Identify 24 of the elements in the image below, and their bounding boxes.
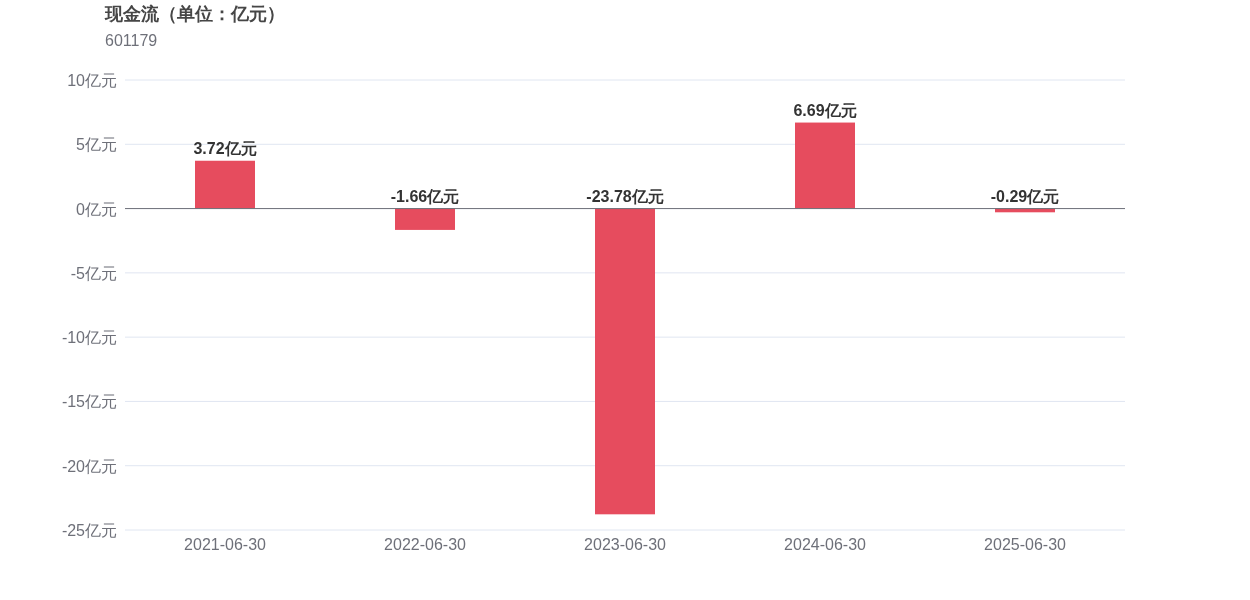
data-label: -1.66亿元 [390, 187, 460, 205]
data-label: -0.29亿元 [990, 187, 1060, 205]
data-label: -23.78亿元 [586, 187, 664, 205]
y-tick-label: -25亿元 [61, 522, 117, 539]
data-label: 3.72亿元 [193, 139, 257, 157]
data-label: 6.69亿元 [793, 101, 857, 119]
x-tick-label: 2023-06-30 [584, 536, 667, 553]
y-tick-label: 10亿元 [67, 72, 117, 89]
bar [395, 208, 455, 230]
bar [595, 208, 655, 515]
x-tick-label: 2024-06-30 [784, 536, 867, 553]
chart-subtitle: 601179 [105, 32, 158, 49]
x-tick-label: 2025-06-30 [984, 536, 1067, 553]
y-tick-label: 5亿元 [76, 136, 117, 154]
chart-title: 现金流（单位：亿元） [104, 4, 285, 24]
y-tick-label: -10亿元 [61, 329, 117, 347]
y-tick-label: -15亿元 [61, 393, 117, 411]
bar [195, 160, 255, 209]
x-tick-label: 2021-06-30 [184, 536, 267, 553]
x-tick-label: 2022-06-30 [384, 536, 467, 553]
y-tick-label: -5亿元 [70, 264, 117, 282]
y-tick-label: -20亿元 [61, 457, 117, 475]
y-tick-label: 0亿元 [76, 200, 117, 218]
bar [795, 122, 855, 209]
